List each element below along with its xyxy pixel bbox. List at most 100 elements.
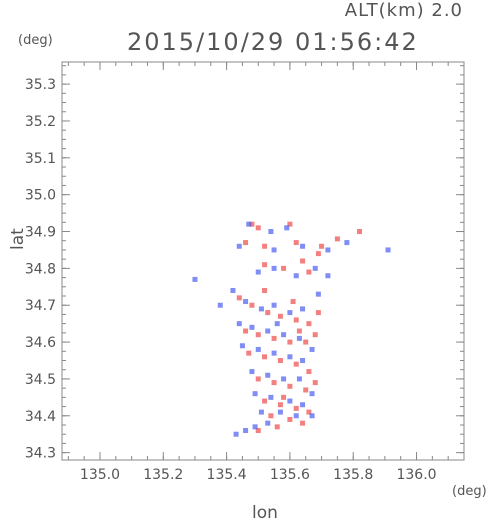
data-points [192, 221, 391, 437]
negative-point [217, 302, 223, 308]
positive-point [287, 383, 293, 389]
positive-point [303, 339, 309, 345]
altitude-label: ALT(km) 2.0 [344, 0, 463, 21]
positive-point [262, 398, 268, 404]
y-tick-label: 34.3 [25, 446, 56, 462]
y-axis-unit: (deg) [18, 33, 53, 48]
negative-point [271, 302, 277, 308]
negative-point [249, 369, 255, 375]
y-tick-label: 34.6 [25, 335, 56, 351]
positive-point [262, 354, 268, 360]
negative-point [325, 273, 331, 279]
positive-point [255, 428, 261, 434]
positive-point [243, 328, 249, 334]
negative-point [281, 332, 287, 338]
positive-point [262, 287, 268, 293]
positive-point [268, 413, 274, 419]
positive-point [271, 335, 277, 341]
negative-point [296, 376, 302, 382]
negative-point [271, 350, 277, 356]
x-axis-label: lon [252, 503, 278, 523]
negative-point [309, 391, 315, 397]
positive-point [293, 317, 299, 323]
x-tick-label: 136.0 [396, 467, 436, 483]
y-tick-label: 35.1 [25, 151, 56, 167]
y-tick-label: 34.9 [25, 225, 56, 241]
positive-point [246, 350, 252, 356]
negative-point [239, 343, 245, 349]
positive-point [300, 258, 306, 264]
negative-point [287, 354, 293, 360]
x-tick-label: 135.8 [333, 467, 373, 483]
y-tick-label: 35.3 [25, 77, 56, 93]
positive-point [303, 387, 309, 393]
negative-point [309, 413, 315, 419]
negative-point [271, 265, 277, 271]
negative-point [265, 328, 271, 334]
y-tick-label: 35.2 [25, 114, 56, 130]
negative-point [236, 321, 242, 327]
y-tick-label: 34.5 [25, 372, 56, 388]
positive-point [315, 310, 321, 316]
positive-point [293, 361, 299, 367]
positive-point [306, 269, 312, 275]
positive-point [287, 339, 293, 345]
negative-point [300, 306, 306, 312]
negative-point [309, 346, 315, 352]
positive-point [357, 229, 363, 235]
x-tick-label: 135.2 [143, 467, 183, 483]
negative-point [268, 229, 274, 235]
positive-point [271, 380, 277, 386]
positive-point [287, 221, 293, 227]
positive-point [306, 321, 312, 327]
positive-point [262, 262, 268, 268]
negative-point [385, 247, 391, 253]
negative-point [258, 409, 264, 415]
negative-point [287, 310, 293, 316]
positive-point [277, 313, 283, 319]
negative-point [236, 243, 242, 249]
positive-point [319, 243, 325, 249]
negative-point [296, 335, 302, 341]
plot-frame [61, 61, 465, 461]
positive-point [255, 376, 261, 382]
positive-point [236, 295, 242, 301]
negative-point [293, 273, 299, 279]
negative-point [312, 265, 318, 271]
positive-point [255, 225, 261, 231]
positive-point [290, 299, 296, 305]
positive-point [306, 369, 312, 375]
x-tick-label: 135.0 [80, 467, 120, 483]
positive-point [306, 409, 312, 415]
negative-point [233, 431, 239, 437]
positive-point [255, 332, 261, 338]
y-tick-label: 34.7 [25, 298, 56, 314]
negative-point [274, 321, 280, 327]
negative-point [265, 372, 271, 378]
negative-point [300, 243, 306, 249]
y-tick-label: 34.8 [25, 261, 56, 277]
positive-point [281, 394, 287, 400]
positive-point [300, 420, 306, 426]
negative-point [293, 413, 299, 419]
positive-point [281, 265, 287, 271]
positive-point [262, 243, 268, 249]
negative-point [268, 394, 274, 400]
negative-point [255, 346, 261, 352]
negative-point [300, 358, 306, 363]
y-axis-label: lat [8, 228, 28, 250]
negative-point [300, 402, 306, 408]
positive-point [243, 240, 249, 246]
positive-point [287, 416, 293, 422]
negative-point [325, 247, 331, 253]
x-tick-label: 135.6 [270, 467, 310, 483]
positive-point [293, 405, 299, 411]
positive-point [265, 310, 271, 316]
negative-point [252, 424, 258, 430]
y-tick-label: 35.0 [25, 188, 56, 204]
negative-point [243, 428, 249, 434]
negative-point [277, 409, 283, 415]
negative-point [258, 306, 264, 312]
negative-point [249, 324, 255, 330]
